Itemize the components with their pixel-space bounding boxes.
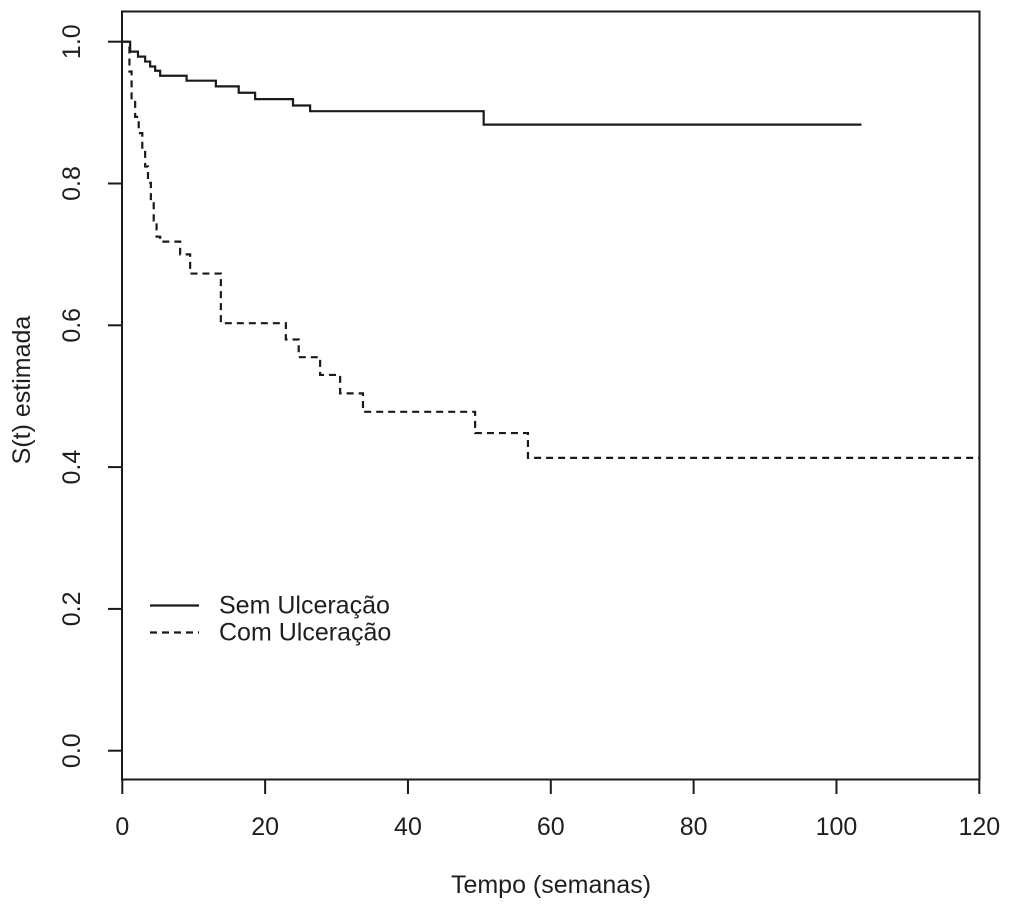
y-tick-label: 1.0	[58, 24, 86, 59]
series-line-com-ulceracao	[122, 40, 980, 459]
series-lines	[122, 40, 980, 459]
x-tick-label: 80	[680, 813, 708, 841]
y-tick-label: 0.8	[58, 166, 86, 201]
legend-label-sem-ulceracao: Sem Ulceração	[219, 592, 390, 620]
x-tick-label: 60	[537, 813, 565, 841]
y-tick-label: 0.0	[58, 733, 86, 768]
legend-label-com-ulceracao: Com Ulceração	[219, 619, 391, 647]
series-line-sem-ulceracao	[122, 40, 862, 126]
axis-ticks	[108, 40, 981, 794]
x-tick-label: 0	[115, 813, 129, 841]
x-tick-label: 100	[816, 813, 858, 841]
x-tick-label: 120	[958, 813, 1000, 841]
x-axis-title: Tempo (semanas)	[451, 871, 651, 899]
plot-border	[121, 10, 981, 781]
axis-tick-labels: 0 20 40 60 80 100 120 0.0 0.2 0.4 0.6 0.8 1.0	[58, 24, 1000, 841]
x-tick-label: 20	[251, 813, 279, 841]
x-tick-label: 40	[394, 813, 422, 841]
y-tick-label: 0.4	[58, 450, 86, 485]
y-tick-label: 0.6	[58, 308, 86, 343]
y-axis-title: S(t) estimada	[8, 316, 36, 465]
y-tick-label: 0.2	[58, 592, 86, 627]
legend: Sem Ulceração Com Ulceração	[150, 592, 391, 647]
